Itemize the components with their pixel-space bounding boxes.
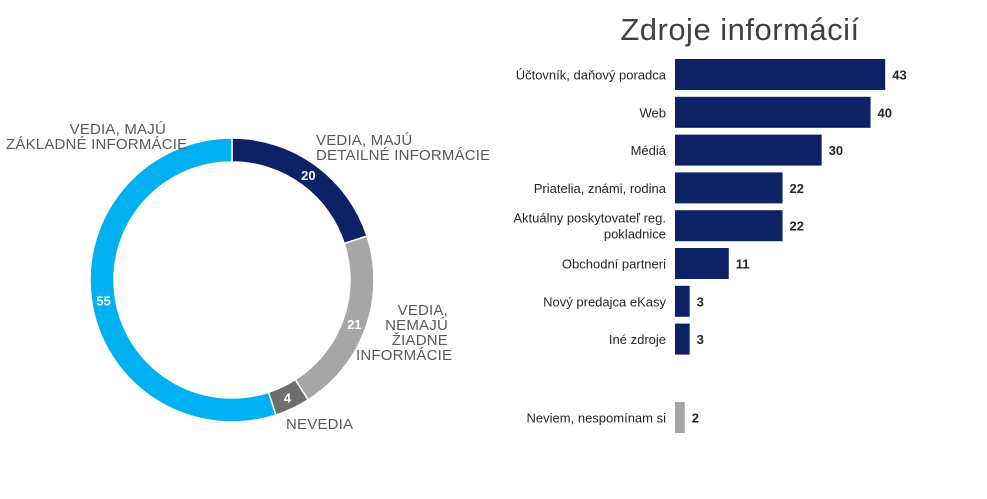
bar-web	[675, 96, 871, 128]
bar-novy-predajca-ekasy	[675, 285, 690, 317]
bar-value-label: 30	[829, 143, 843, 158]
donut-chart: 20 21 4 55	[89, 137, 375, 423]
bar-category-label: Web	[640, 105, 667, 120]
donut-category-label: VEDIA, MAJÚ ZÁKLADNÉ INFORMÁCIE	[6, 121, 188, 153]
donut-category-label: VEDIA, NEMAJÚ ŽIADNE INFORMÁCIE	[356, 302, 453, 364]
bar-value-label: 2	[692, 411, 699, 426]
donut-slice-vedia-maju-zakladne-informacie	[89, 137, 277, 423]
bar-media	[675, 134, 822, 166]
bar-value-label: 43	[892, 68, 906, 83]
bar-value-label: 11	[736, 257, 750, 272]
bar-ine-zdroje	[675, 323, 690, 355]
bar-priatelia-znami-rodina	[675, 172, 783, 204]
bar-aktualny-poskytovatel-reg-pokladnice	[675, 210, 783, 242]
bar-neviem-nespominam-si	[675, 402, 685, 433]
bar-chart-title: Zdroje informácií	[620, 12, 860, 47]
donut-value-label: 21	[347, 317, 361, 332]
bar-category-label: Priatelia, známi, rodina	[534, 181, 667, 196]
bar-value-label: 3	[697, 332, 704, 347]
bar-category-label: Nový predajca eKasy	[543, 294, 666, 309]
bar-category-label: Neviem, nespomínam si	[527, 411, 667, 426]
bar-category-label: Médiá	[631, 143, 667, 158]
bar-category-label: Iné zdroje	[609, 332, 666, 347]
bar-value-label: 22	[790, 181, 804, 196]
bar-category-label: Účtovník, daňový poradca	[516, 68, 667, 83]
donut-value-label: 4	[284, 391, 292, 406]
bar-obchodni-partneri	[675, 248, 729, 279]
bar-category-label: Aktuálny poskytovateľ reg. pokladnice	[513, 211, 666, 242]
donut-value-label: 55	[96, 293, 110, 308]
donut-value-label: 20	[301, 168, 315, 183]
bar-category-label: Obchodní partneri	[562, 257, 666, 272]
bar-uctovnik-danovy-poradca	[675, 59, 886, 90]
bar-value-label: 40	[878, 105, 892, 120]
donut-category-label: VEDIA, MAJÚ DETAILNÉ INFORMÁCIE	[316, 132, 491, 164]
bar-value-label: 22	[790, 219, 804, 234]
bar-value-label: 3	[697, 294, 704, 309]
donut-category-label: NEVEDIA	[286, 416, 354, 433]
